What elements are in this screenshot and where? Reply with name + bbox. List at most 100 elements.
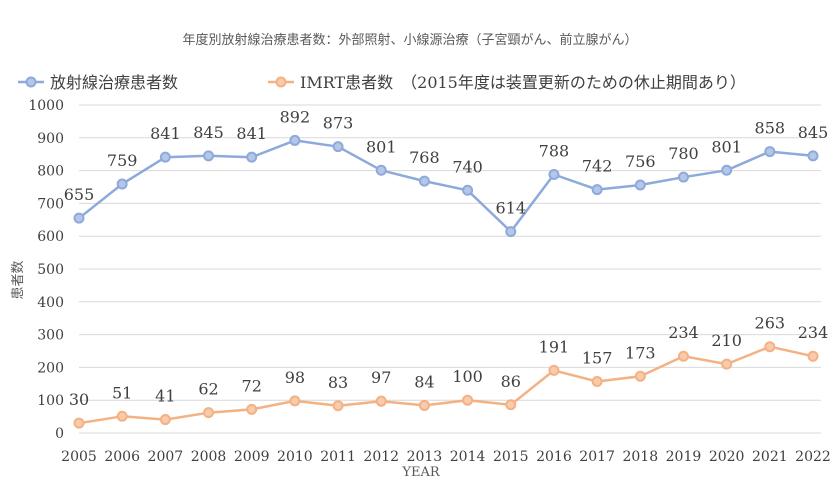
x-tick-label: 2022 (795, 449, 831, 465)
y-tick-label: 200 (37, 360, 64, 376)
data-label: 740 (452, 157, 483, 176)
x-tick-label: 2017 (579, 449, 615, 465)
legend-marker-series-2 (275, 76, 287, 88)
series-1: 655 759 841 845 841 892 873 801 768 740 614 788 742 7… (64, 107, 829, 238)
data-label: 655 (64, 185, 95, 204)
x-tick-label: 2018 (622, 449, 658, 465)
data-point (159, 414, 171, 426)
data-label: 97 (371, 368, 391, 387)
data-point (721, 358, 733, 370)
data-label: 234 (798, 323, 829, 342)
data-point (375, 164, 387, 176)
legend-label-series-1: 放射線治療患者数 (50, 73, 178, 92)
data-label: 756 (625, 152, 656, 171)
data-label: 858 (755, 119, 786, 138)
data-point (159, 151, 171, 163)
data-label: 892 (280, 107, 311, 126)
series-2: 30 51 41 62 72 98 83 97 84 100 86 191 157 173 234 210 26… (69, 314, 829, 429)
data-point (289, 395, 301, 407)
data-point (505, 399, 517, 411)
x-tick-label: 2021 (752, 449, 788, 465)
data-point (246, 151, 258, 163)
data-label: 788 (539, 142, 570, 161)
data-point (116, 410, 128, 422)
data-label: 51 (112, 383, 132, 402)
data-label: 72 (242, 376, 262, 395)
data-point (289, 134, 301, 146)
data-label: 100 (452, 367, 483, 386)
data-point (634, 370, 646, 382)
data-point (332, 141, 344, 153)
data-label: 86 (501, 372, 521, 391)
data-label: 98 (285, 368, 305, 387)
data-point (807, 150, 819, 162)
data-point (505, 226, 517, 238)
data-point (634, 179, 646, 191)
y-axis-label: 患者数 (11, 260, 26, 299)
data-label: 845 (798, 123, 829, 142)
data-label: 768 (409, 148, 440, 167)
legend-label-series-2: IMRT患者数 （2015年度は装置更新のための休止期間あり） (300, 73, 746, 92)
data-label: 801 (711, 137, 742, 156)
data-point (73, 417, 85, 429)
data-label: 841 (236, 124, 267, 143)
x-tick-label: 2016 (536, 449, 572, 465)
data-point (591, 376, 603, 388)
x-tick-label: 2015 (493, 449, 529, 465)
x-tick-label: 2011 (320, 449, 356, 465)
data-point (764, 341, 776, 353)
x-axis-label: YEAR (401, 465, 440, 480)
data-label: 157 (582, 349, 613, 368)
x-tick-label: 2007 (148, 449, 184, 465)
x-tick-label: 2012 (363, 449, 399, 465)
data-point (807, 350, 819, 362)
data-point (418, 399, 430, 411)
data-point (203, 150, 215, 162)
data-point (246, 403, 258, 415)
data-point (375, 395, 387, 407)
data-label: 30 (69, 390, 89, 409)
data-label: 84 (414, 372, 434, 391)
data-point (677, 350, 689, 362)
data-point (462, 394, 474, 406)
x-tick-label: 2010 (277, 449, 313, 465)
data-label: 614 (495, 199, 526, 218)
data-point (332, 400, 344, 412)
data-label: 759 (107, 151, 138, 170)
data-point (462, 184, 474, 196)
x-tick-labels: 2005 2006 2007 2008 2009 2010 2011 2012 2013 2014… (61, 449, 831, 465)
data-label: 742 (582, 157, 613, 176)
data-point (73, 212, 85, 224)
data-point (203, 407, 215, 419)
y-tick-label: 900 (37, 131, 64, 147)
data-point (418, 175, 430, 187)
legend-marker-series-1 (25, 76, 37, 88)
data-label: 173 (625, 343, 656, 362)
chart-title: 年度別放射線治療患者数：外部照射、小線源治療（子宮頸がん、前立腺がん） (182, 32, 637, 48)
series-plot-area: 655 759 841 845 841 892 873 801 768 740 614 788 742 7… (64, 107, 829, 429)
data-point (591, 184, 603, 196)
x-tick-label: 2019 (666, 449, 702, 465)
y-tick-label: 300 (37, 328, 64, 344)
y-tick-label: 800 (37, 164, 64, 180)
data-label: 841 (150, 124, 181, 143)
y-tick-label: 0 (55, 426, 64, 442)
data-point (548, 169, 560, 181)
legend: 放射線治療患者数 IMRT患者数 （2015年度は装置更新のための休止期間あり） (18, 73, 746, 92)
y-tick-label: 700 (37, 196, 64, 212)
y-tick-label: 100 (37, 393, 64, 409)
y-tick-label: 1000 (28, 98, 64, 114)
data-label: 234 (668, 323, 699, 342)
data-point (764, 146, 776, 158)
grid-lines (79, 104, 821, 434)
y-tick-labels: 0 100 200 300 400 500 600 700 800 900 1000 (28, 98, 64, 442)
data-point (721, 164, 733, 176)
legend-item-series-2: IMRT患者数 （2015年度は装置更新のための休止期間あり） (268, 73, 746, 92)
series-line (78, 345, 814, 425)
y-tick-label: 500 (37, 262, 64, 278)
data-label: 41 (155, 387, 175, 406)
legend-item-series-1: 放射線治療患者数 (18, 73, 178, 92)
data-point (677, 171, 689, 183)
